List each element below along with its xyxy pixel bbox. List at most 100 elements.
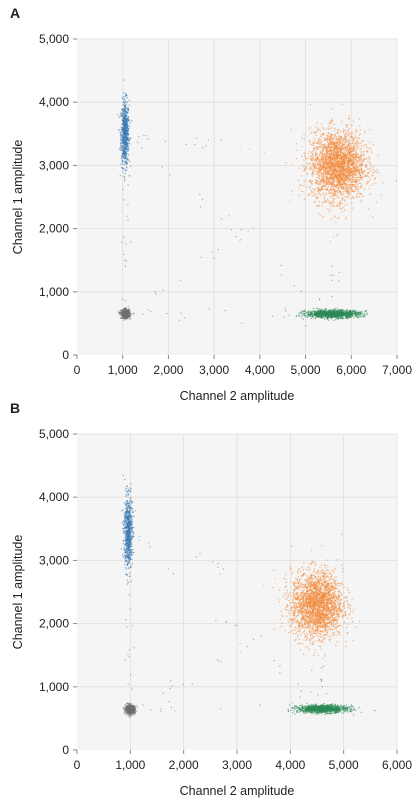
data-point: [345, 309, 348, 312]
data-point: [354, 158, 356, 160]
data-point: [357, 190, 360, 192]
data-point: [128, 104, 130, 106]
data-point: [339, 207, 341, 210]
data-point: [343, 209, 346, 211]
data-point: [354, 186, 357, 189]
data-point: [321, 153, 323, 155]
data-point: [321, 308, 323, 311]
data-point: [303, 155, 306, 157]
data-point: [340, 130, 342, 133]
data-point: [330, 122, 333, 125]
data-point: [338, 179, 340, 182]
data-point: [360, 145, 363, 147]
data-point: [357, 176, 360, 179]
data-point: [340, 156, 343, 159]
data-point: [361, 172, 363, 174]
data-point: [315, 134, 317, 136]
data-point: [325, 139, 328, 141]
data-point: [327, 145, 330, 147]
data-point: [345, 315, 348, 318]
data-point: [123, 133, 125, 135]
data-point: [330, 152, 333, 155]
data-point: [318, 200, 320, 203]
data-point: [318, 181, 320, 183]
data-point: [356, 145, 359, 147]
data-point: [339, 173, 342, 176]
data-point: [126, 136, 129, 139]
data-point: [344, 199, 346, 201]
data-point: [354, 183, 356, 186]
data-point: [124, 100, 127, 103]
data-point: [127, 138, 130, 141]
data-point: [129, 314, 132, 317]
data-point: [323, 311, 325, 314]
data-point: [342, 197, 344, 199]
data-point: [312, 170, 315, 173]
data-point: [346, 148, 348, 150]
data-point: [367, 208, 370, 210]
data-point: [345, 153, 348, 155]
data-point: [311, 172, 314, 174]
data-point: [365, 157, 368, 160]
data-point: [329, 202, 332, 205]
data-point: [340, 177, 343, 179]
data-point: [322, 308, 325, 311]
data-point: [338, 217, 340, 219]
data-point: [342, 186, 345, 189]
data-point: [331, 195, 334, 197]
data-point: [126, 127, 129, 129]
data-point: [320, 156, 323, 159]
data-point: [333, 311, 335, 313]
data-point: [369, 167, 372, 170]
data-point: [121, 134, 123, 137]
data-point: [363, 313, 366, 316]
data-point: [330, 154, 333, 156]
data-point: [311, 180, 313, 182]
data-point: [307, 312, 309, 315]
data-point: [310, 315, 312, 318]
data-point: [310, 159, 313, 161]
point-cluster: [117, 79, 133, 201]
data-point: [327, 163, 330, 165]
data-point: [311, 313, 314, 315]
data-point: [311, 182, 313, 185]
data-point: [331, 174, 334, 177]
data-point: [312, 310, 314, 312]
data-point: [317, 127, 320, 129]
data-point: [366, 168, 368, 170]
data-point: [336, 178, 338, 180]
data-point: [328, 183, 331, 186]
data-point: [321, 143, 324, 146]
data-point: [122, 155, 125, 158]
data-point: [317, 191, 319, 193]
data-point: [355, 160, 357, 163]
data-point: [352, 184, 354, 186]
data-point: [301, 137, 303, 139]
data-point: [120, 311, 123, 314]
data-point: [377, 154, 380, 156]
data-point: [324, 310, 327, 312]
data-point: [354, 315, 357, 317]
data-point: [339, 165, 341, 168]
data-point: [319, 183, 321, 185]
data-point: [321, 126, 324, 128]
data-point: [350, 160, 353, 162]
data-point: [330, 162, 332, 164]
data-point: [353, 309, 355, 312]
data-point: [360, 156, 362, 159]
data-point: [346, 173, 349, 176]
data-point: [356, 159, 358, 162]
data-point: [355, 148, 358, 151]
data-point: [120, 145, 122, 147]
data-point: [119, 134, 122, 136]
data-point: [328, 132, 331, 134]
data-point: [126, 132, 129, 135]
data-point: [120, 109, 123, 111]
data-point: [323, 149, 325, 152]
data-point: [333, 155, 336, 157]
data-point: [120, 131, 122, 133]
data-point: [123, 118, 126, 121]
data-point: [339, 200, 341, 203]
data-point: [338, 149, 340, 151]
data-point: [341, 151, 344, 153]
